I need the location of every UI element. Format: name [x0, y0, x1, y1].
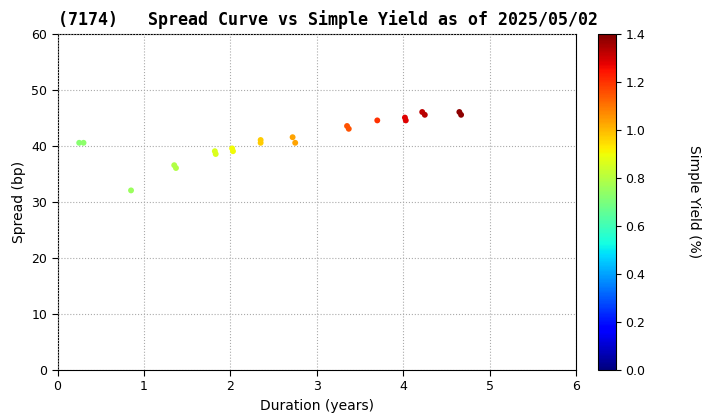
Point — [210, 151, 222, 158]
Point — [226, 145, 238, 152]
Point — [343, 126, 354, 132]
Point — [341, 123, 353, 129]
Point — [399, 114, 410, 121]
Point — [168, 162, 180, 168]
Point — [400, 117, 412, 124]
Y-axis label: Simple Yield (%): Simple Yield (%) — [687, 145, 701, 258]
Point — [255, 139, 266, 146]
Point — [125, 187, 137, 194]
Point — [209, 148, 220, 155]
Point — [78, 139, 89, 146]
Point — [287, 134, 298, 141]
Point — [454, 109, 465, 116]
Point — [255, 136, 266, 143]
Point — [416, 109, 428, 116]
Point — [228, 148, 239, 155]
Point — [73, 139, 85, 146]
Point — [372, 117, 383, 124]
Point — [289, 139, 301, 146]
Point — [455, 111, 467, 118]
Y-axis label: Spread (bp): Spread (bp) — [12, 160, 26, 243]
Point — [170, 165, 181, 171]
Point — [419, 111, 431, 118]
X-axis label: Duration (years): Duration (years) — [260, 399, 374, 412]
Text: (7174)   Spread Curve vs Simple Yield as of 2025/05/02: (7174) Spread Curve vs Simple Yield as o… — [58, 10, 598, 29]
